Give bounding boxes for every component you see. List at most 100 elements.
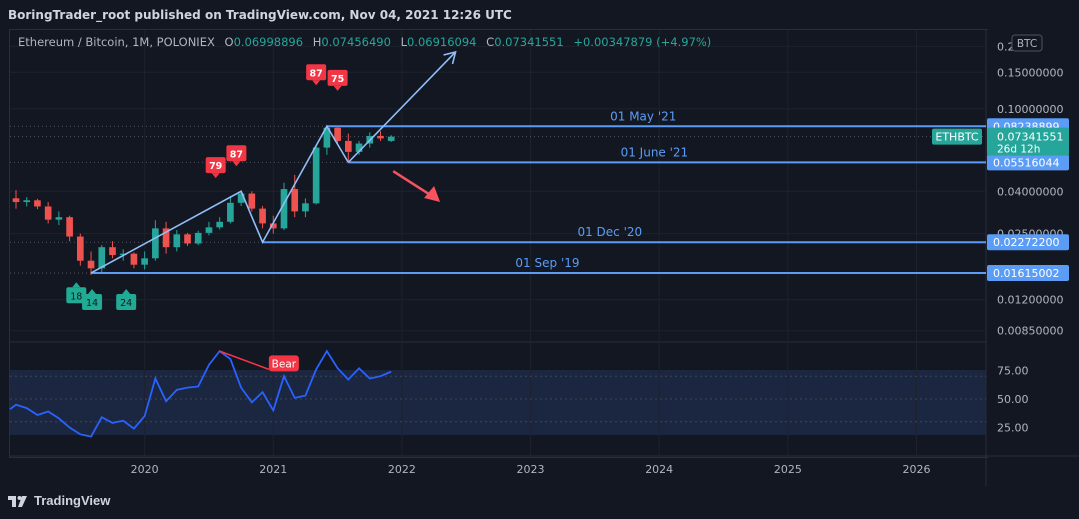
- legend-change: +0.00347879 (+4.97%): [573, 35, 711, 49]
- legend-low-label: L: [401, 35, 408, 49]
- time-tick-label: 2025: [774, 463, 802, 476]
- bear-marker-pointer: [333, 85, 342, 91]
- candle-body: [66, 217, 73, 237]
- bull-marker-label: 14: [86, 298, 98, 309]
- bear-marker: [226, 145, 247, 162]
- symbol-tag: [932, 128, 982, 145]
- legend-symbol: Ethereum / Bitcoin, 1M, POLONIEX: [18, 35, 215, 49]
- current-price-tag: [987, 127, 1069, 156]
- level-price-tag-label: 0.02272200: [993, 236, 1059, 249]
- rsi-tick-label: 50.00: [997, 393, 1029, 406]
- legend-high: 0.07456490: [321, 35, 391, 49]
- legend-close-label: C: [486, 35, 494, 49]
- candle-body: [98, 247, 106, 269]
- level-price-tag: [987, 234, 1069, 251]
- candle-body: [269, 223, 277, 229]
- trend-zigzag: [90, 124, 350, 274]
- candle-body: [76, 236, 84, 261]
- rsi-band: [10, 370, 986, 435]
- legend: Ethereum / Bitcoin, 1M, POLONIEX O0.0699…: [18, 35, 711, 49]
- candle-body: [119, 253, 127, 256]
- bear-marker-label: 79: [209, 161, 222, 172]
- bear-marker-pointer: [232, 161, 241, 167]
- candle-body: [44, 206, 52, 220]
- candle-body: [205, 227, 213, 233]
- candle-body: [152, 228, 159, 259]
- projection-arrow-up: [347, 51, 457, 163]
- level-price-tag: [987, 154, 1069, 171]
- time-tick-label: 2022: [388, 463, 416, 476]
- candle-body: [334, 127, 341, 141]
- legend-low: 0.06916094: [407, 35, 477, 49]
- candle-body: [162, 228, 170, 248]
- footer: TradingView: [0, 487, 1079, 519]
- bear-marker: [306, 64, 327, 81]
- level-price-tag: [987, 264, 1069, 281]
- level-label: 01 Dec '20: [577, 225, 642, 239]
- bear-marker-label: 87: [310, 68, 323, 79]
- legend-open: 0.06998896: [234, 35, 304, 49]
- projection-arrow-up-head: [443, 50, 457, 65]
- bear-marker-pointer: [211, 173, 220, 179]
- currency-label: BTC: [1017, 38, 1037, 50]
- bull-marker-label: 18: [70, 291, 82, 302]
- candle-body: [248, 193, 256, 209]
- level-label: 01 June '21: [621, 145, 689, 159]
- candle-body: [12, 198, 20, 203]
- candle-body: [23, 200, 31, 203]
- bear-marker-label: 87: [230, 149, 243, 160]
- time-tick-label: 2026: [902, 463, 930, 476]
- signal-markers: 79 87 87 75 18 14 24: [66, 64, 348, 310]
- price-tags: 0.082388990.055160440.022722000.01615002…: [932, 118, 1069, 281]
- red-arrow-down: [392, 170, 433, 198]
- legend-close: 0.07341551: [494, 35, 564, 49]
- bull-marker-pointer: [122, 288, 131, 294]
- bear-marker: [327, 69, 348, 86]
- price-tick-label: 0.2: [997, 40, 1015, 53]
- time-tick-label: 2024: [645, 463, 673, 476]
- candle-body: [194, 232, 202, 244]
- candle-body: [323, 127, 331, 148]
- rsi-bear-label: Bear: [272, 358, 297, 370]
- currency-badge[interactable]: BTC: [1011, 34, 1043, 52]
- tradingview-logo[interactable]: TradingView: [8, 493, 110, 508]
- level-price-tag-label: 0.01615002: [993, 267, 1059, 280]
- price-tick-label: 0.04000000: [997, 185, 1063, 198]
- symbol-tag-label: ETHBTC: [935, 131, 979, 144]
- candle-body: [377, 135, 384, 139]
- candle-body: [184, 234, 191, 244]
- rsi-tick-label: 25.00: [997, 422, 1029, 435]
- bear-marker: [205, 157, 226, 174]
- candle-body: [87, 260, 95, 269]
- red-arrow-down-head: [424, 186, 441, 203]
- price-tick-label: 0.01200000: [997, 294, 1063, 307]
- candle-body: [237, 193, 245, 203]
- candle-body: [259, 208, 266, 224]
- bull-marker: [82, 293, 103, 310]
- legend-open-label: O: [225, 35, 234, 49]
- bull-marker-pointer: [72, 282, 81, 288]
- bear-marker-label: 75: [331, 74, 344, 85]
- publish-bar: BoringTrader_root published on TradingVi…: [0, 0, 1079, 30]
- candle-body: [227, 202, 234, 222]
- candle-body: [141, 258, 148, 265]
- level-lines: 01 May '21 01 June '21 01 Dec '20 01 Sep '1…: [91, 109, 986, 274]
- bear-marker-pointer: [312, 80, 321, 86]
- rsi-pane: Bear: [9, 349, 986, 438]
- current-price-label: 0.07341551: [997, 131, 1063, 144]
- level-price-tag-label: 0.05516044: [993, 156, 1059, 169]
- bull-marker: [66, 287, 87, 304]
- candle-body: [216, 221, 224, 228]
- drawings: [90, 50, 457, 274]
- level-label: 01 May '21: [610, 109, 676, 123]
- candle-body: [344, 140, 352, 152]
- candle-body: [312, 147, 320, 204]
- price-tick-label: 0.10000000: [997, 103, 1063, 116]
- price-tick-label: 0.00850000: [997, 325, 1063, 338]
- candle-body: [302, 203, 309, 212]
- candle-body: [34, 200, 41, 207]
- time-tick-label: 2023: [517, 463, 545, 476]
- rsi-tick-label: 75.00: [997, 365, 1029, 378]
- publisher-line: BoringTrader_root published on TradingVi…: [8, 8, 512, 22]
